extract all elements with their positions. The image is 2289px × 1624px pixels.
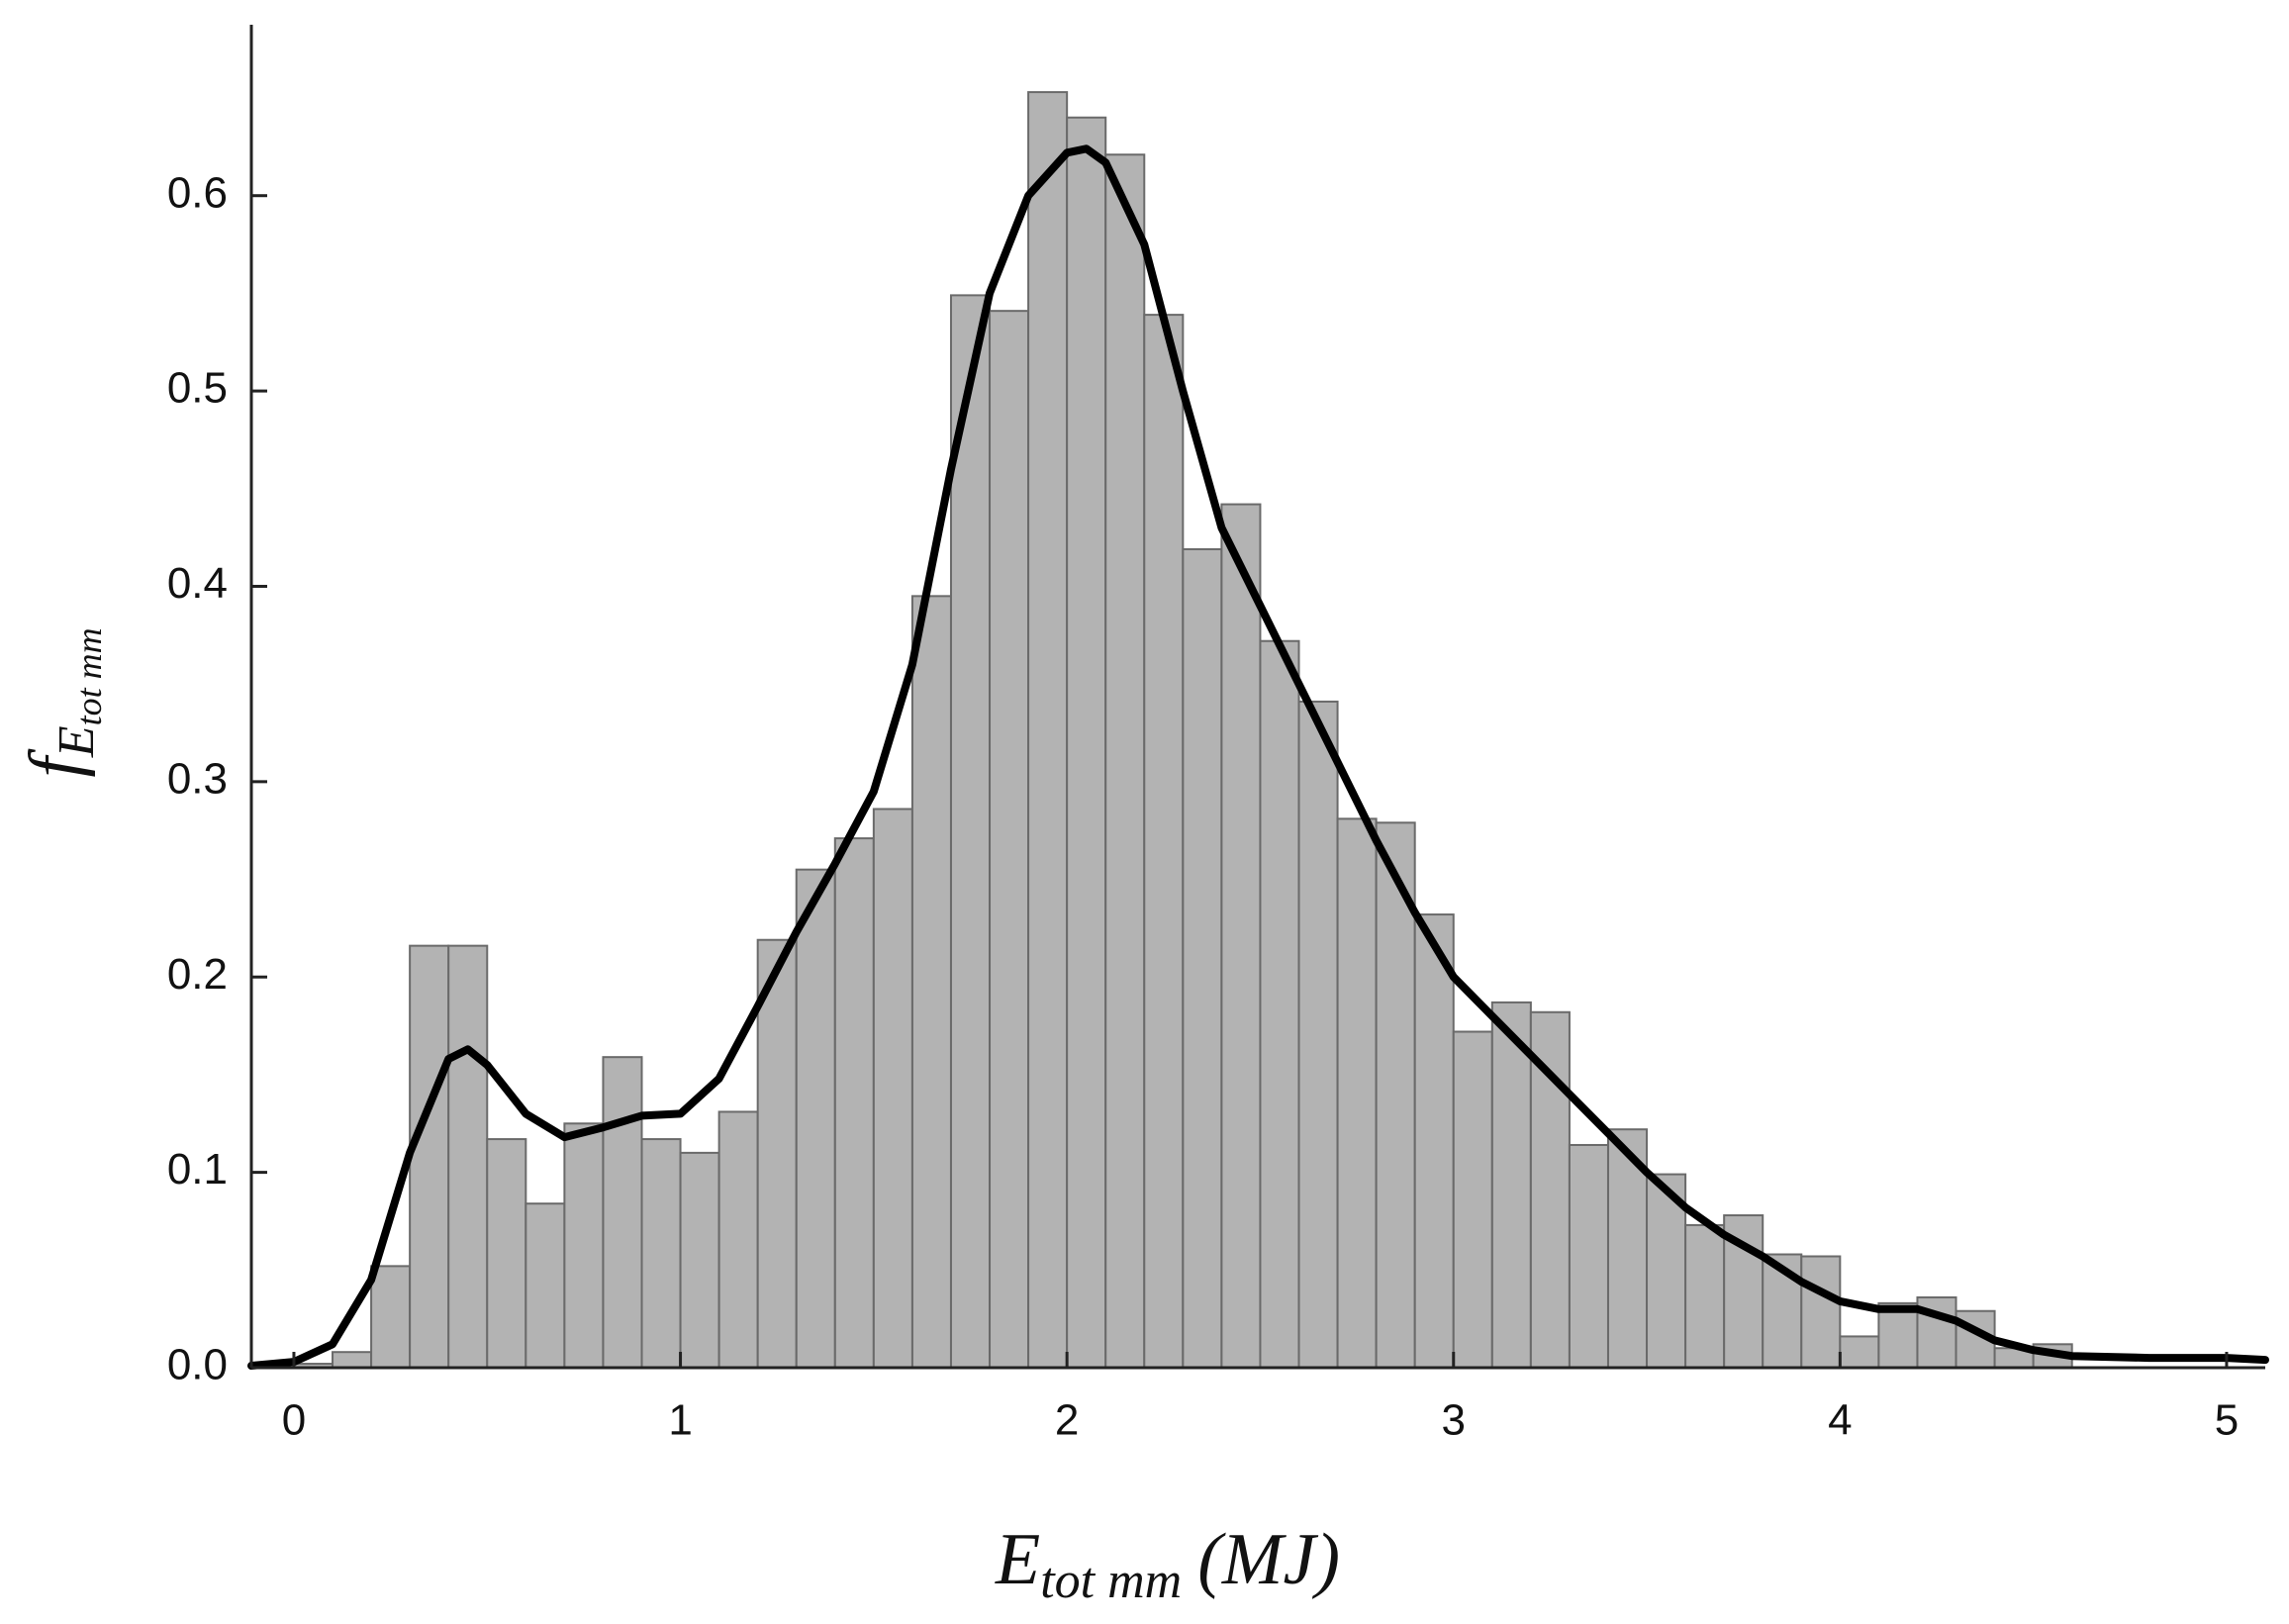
bar — [1800, 1255, 1842, 1369]
bar — [370, 1265, 412, 1369]
bar — [756, 938, 798, 1369]
bar — [409, 944, 450, 1369]
bar — [1490, 1001, 1532, 1369]
x-axis-label: Etot mm (MJ) — [995, 1519, 1340, 1609]
y-tick-label: 0.2 — [167, 950, 228, 999]
bar — [1104, 153, 1146, 1369]
y-label-subsub: tot mm — [69, 627, 109, 725]
bar — [1182, 547, 1223, 1369]
bar — [1027, 91, 1069, 1370]
y-tick-label: 0.5 — [167, 364, 228, 413]
bar — [332, 1351, 373, 1370]
bar — [525, 1202, 566, 1369]
x-tick-label: 3 — [1442, 1396, 1466, 1445]
bar — [640, 1138, 682, 1369]
bar — [717, 1110, 759, 1369]
bar — [679, 1151, 720, 1369]
bar — [1220, 503, 1262, 1369]
bar — [872, 808, 913, 1369]
bar — [1452, 1030, 1493, 1370]
bar — [1568, 1143, 1609, 1370]
bar — [795, 868, 836, 1370]
bar — [833, 837, 875, 1369]
bar — [1413, 913, 1455, 1369]
x-tick-label: 2 — [1055, 1396, 1079, 1445]
bar — [910, 595, 952, 1369]
x-label-main: E — [995, 1519, 1040, 1600]
x-tick-label: 5 — [2215, 1396, 2239, 1445]
bar — [949, 294, 992, 1370]
bar — [1066, 116, 1107, 1370]
x-label-unit: (MJ) — [1197, 1519, 1340, 1600]
y-label-sub: E — [48, 725, 105, 758]
bar — [1839, 1335, 1880, 1370]
bar — [989, 310, 1030, 1370]
bar — [447, 944, 489, 1369]
y-tick-label: 0.6 — [167, 168, 228, 217]
x-tick-label: 0 — [282, 1396, 306, 1445]
bar — [486, 1138, 527, 1369]
y-tick-label: 0.3 — [167, 754, 228, 803]
bar — [1297, 700, 1339, 1369]
density-curve — [247, 144, 2269, 1370]
y-axis-label: fEtot mm — [15, 627, 109, 777]
bar — [563, 1122, 605, 1369]
bar — [1259, 639, 1300, 1369]
bar — [1336, 817, 1378, 1369]
y-tick-label: 0.0 — [167, 1341, 228, 1389]
y-tick-label: 0.1 — [167, 1145, 228, 1194]
y-tick-label: 0.4 — [167, 559, 228, 608]
bar — [1684, 1223, 1726, 1369]
bar — [1877, 1301, 1919, 1370]
x-label-sub: tot mm — [1040, 1553, 1182, 1609]
bar — [602, 1056, 643, 1370]
x-tick-label: 4 — [1828, 1396, 1852, 1445]
x-tick-label: 1 — [668, 1396, 692, 1445]
bar — [1143, 314, 1185, 1369]
